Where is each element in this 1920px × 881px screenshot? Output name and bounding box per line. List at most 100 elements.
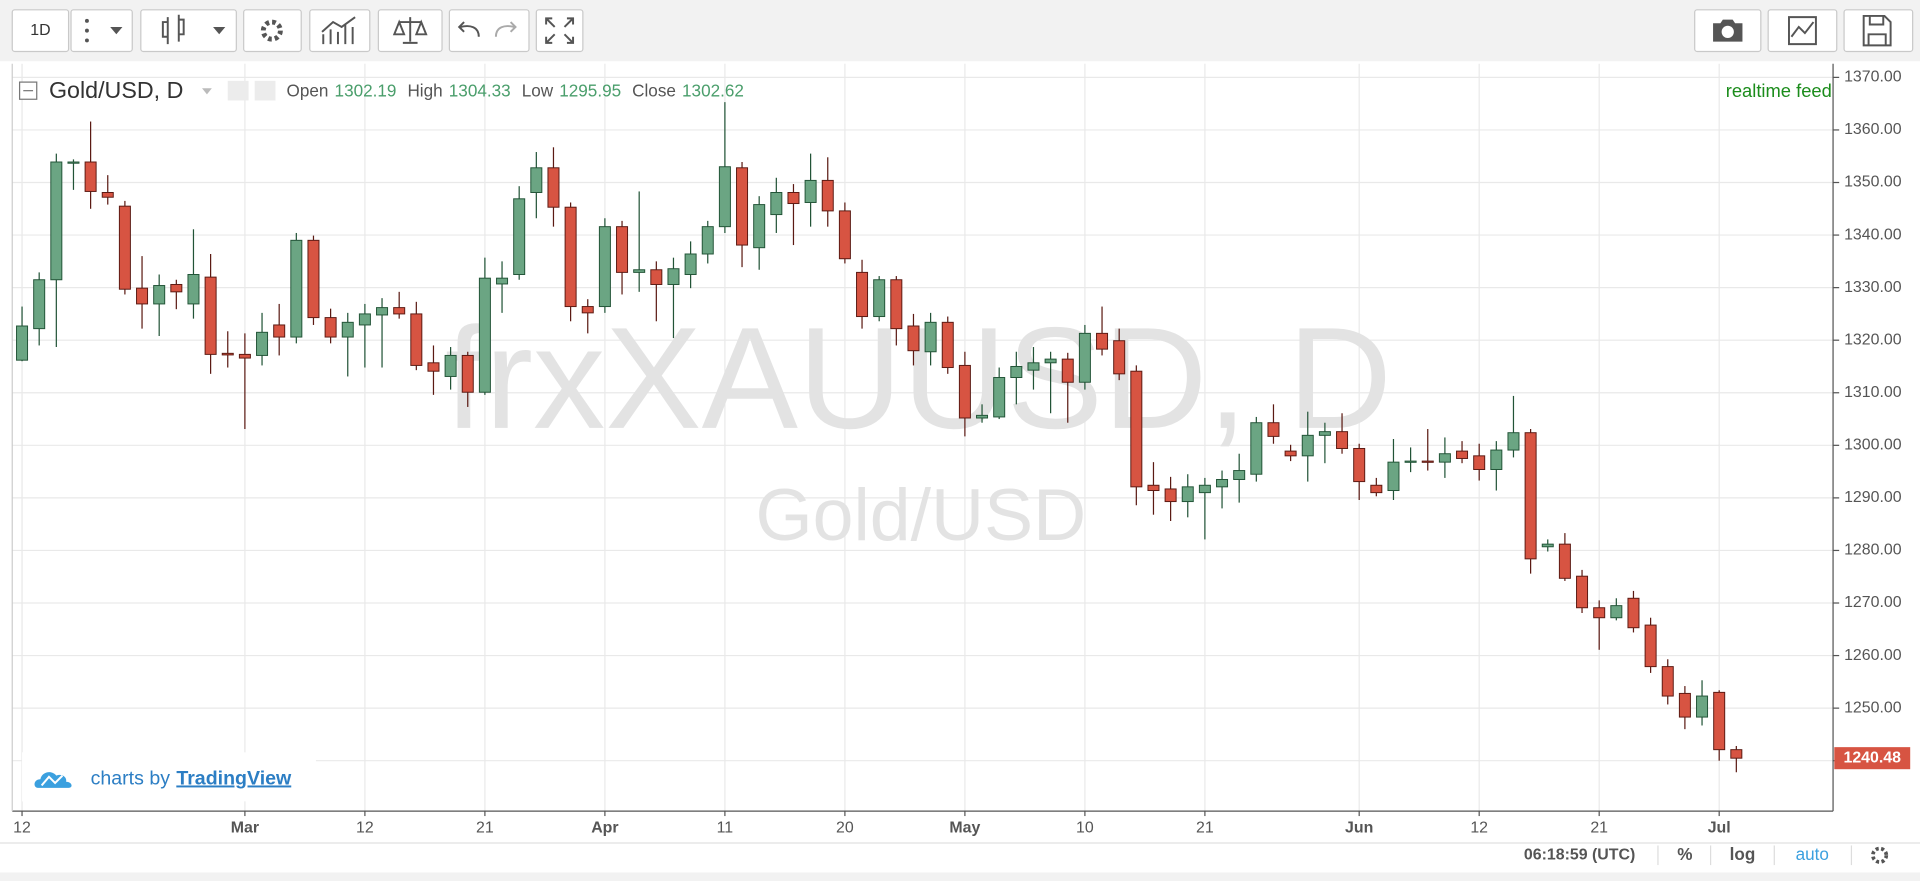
candle-body xyxy=(941,321,954,369)
ohlc-value: 1295.95 xyxy=(559,80,621,100)
candle-body xyxy=(976,414,989,419)
price-axis: 1240.001250.001260.001270.001280.001290.… xyxy=(1833,69,1911,770)
x-tick-label: Jun xyxy=(1345,820,1373,837)
candle-body xyxy=(513,198,526,275)
candle-body xyxy=(1541,543,1554,548)
candle-body xyxy=(650,269,663,285)
candle-body xyxy=(736,167,749,246)
candle-body xyxy=(444,354,457,377)
undo-redo-button[interactable] xyxy=(448,9,530,53)
candle-body xyxy=(1507,432,1520,451)
candle-icon xyxy=(161,14,185,45)
auto-toggle[interactable]: auto xyxy=(1796,844,1829,864)
y-tick-label: 1340.00 xyxy=(1844,226,1902,243)
candle-body xyxy=(1593,607,1606,619)
candle-body xyxy=(770,192,783,216)
candle-body xyxy=(633,269,646,273)
candle-body xyxy=(1678,692,1691,718)
candle-body xyxy=(16,325,29,361)
y-tick-label: 1280.00 xyxy=(1844,542,1902,559)
candle-body xyxy=(1044,358,1057,364)
candle-body xyxy=(1473,455,1486,470)
axis-settings-icon[interactable] xyxy=(1871,846,1889,864)
candle-body xyxy=(1404,460,1417,463)
ohlc-value: 1302.19 xyxy=(335,80,397,100)
last-price-label: 1240.48 xyxy=(1844,749,1902,766)
candle-body xyxy=(787,192,800,205)
candle-body xyxy=(273,324,286,338)
candle-body xyxy=(1661,666,1674,697)
candle-body xyxy=(1644,624,1657,668)
candle-body xyxy=(924,321,937,353)
x-tick-label: 20 xyxy=(836,820,854,837)
percent-toggle[interactable]: % xyxy=(1677,844,1692,864)
title-dropdown xyxy=(202,88,212,95)
candle-body xyxy=(1696,695,1709,718)
candle-body xyxy=(50,161,63,281)
candle-body xyxy=(238,353,251,359)
candle-body xyxy=(667,268,680,285)
candle-body xyxy=(993,377,1006,418)
candle-body xyxy=(1096,332,1109,350)
candle-body xyxy=(410,313,423,366)
candle-body xyxy=(1027,362,1040,371)
candle-body xyxy=(1336,431,1349,449)
gear-icon xyxy=(260,19,283,42)
candle-body xyxy=(496,277,509,285)
y-tick-label: 1290.00 xyxy=(1844,489,1902,506)
branding-link[interactable]: TradingView xyxy=(176,767,292,789)
fullscreen-icon xyxy=(545,17,575,44)
ohlc-label: Close xyxy=(632,80,676,100)
status-bar-bg xyxy=(0,843,1920,870)
chart-style-button[interactable] xyxy=(140,9,237,53)
candle-body xyxy=(1130,370,1143,488)
save-icon xyxy=(1862,14,1892,47)
x-tick-label: 10 xyxy=(1076,820,1094,837)
candle-body xyxy=(1250,422,1263,475)
redo-icon xyxy=(494,21,517,37)
y-tick-label: 1330.00 xyxy=(1844,279,1902,296)
candle-body xyxy=(684,253,697,275)
interval-label: 1D xyxy=(30,22,50,39)
y-tick-label: 1350.00 xyxy=(1844,174,1902,191)
candle-body xyxy=(461,354,474,393)
x-tick-label: Apr xyxy=(591,820,618,837)
candle-body xyxy=(393,307,406,315)
y-tick-label: 1300.00 xyxy=(1844,437,1902,454)
candle-body xyxy=(1216,478,1229,488)
realtime-feed: realtime feed xyxy=(1726,80,1832,101)
candle-body xyxy=(1301,434,1314,457)
watermark: frxXAUUSD, D Gold/USD xyxy=(445,297,1392,556)
indicators-icon xyxy=(321,16,356,45)
candle-body xyxy=(1576,575,1589,609)
cloud-logo-line xyxy=(40,774,64,787)
candle-body xyxy=(1353,447,1366,483)
branding: charts by TradingView xyxy=(22,752,316,802)
save-button[interactable] xyxy=(1843,9,1914,53)
interval-menu[interactable] xyxy=(70,9,133,53)
candle-body xyxy=(376,307,389,316)
candle-body xyxy=(958,364,971,419)
fullscreen-button[interactable] xyxy=(535,9,584,53)
log-toggle[interactable]: log xyxy=(1730,844,1756,864)
candle-body xyxy=(1318,431,1331,436)
candle-body xyxy=(598,226,611,308)
symbol-title: Gold/USD, D xyxy=(49,77,183,103)
settings-small-button[interactable] xyxy=(254,80,276,101)
eye-button[interactable] xyxy=(227,80,249,101)
interval-button[interactable] xyxy=(11,9,70,53)
branding-prefix: charts by xyxy=(91,767,171,789)
candle-body xyxy=(1370,484,1383,494)
candle-body xyxy=(821,179,834,212)
indicators-button[interactable] xyxy=(309,9,371,53)
dropdown-icon xyxy=(110,26,123,35)
y-tick-label: 1370.00 xyxy=(1844,69,1902,86)
candle-body xyxy=(187,274,200,305)
candle-body xyxy=(1610,605,1623,619)
candle-body xyxy=(84,161,97,192)
x-tick-label: Mar xyxy=(231,820,259,837)
watermark-symbol: frxXAUUSD, D xyxy=(445,297,1392,459)
ohlc-value: 1304.33 xyxy=(449,80,511,100)
settings-button[interactable] xyxy=(243,9,302,53)
